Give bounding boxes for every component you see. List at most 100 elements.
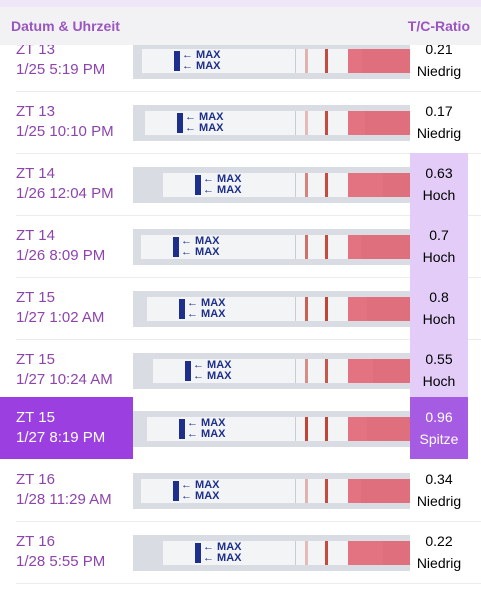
control-line bbox=[325, 173, 328, 197]
ratio-value: 0.8 bbox=[429, 289, 449, 305]
window-edge bbox=[295, 173, 296, 197]
ratio-level: Hoch bbox=[422, 373, 456, 389]
ratio-cell: 0.63 Hoch bbox=[410, 153, 468, 215]
max-text: ← MAX bbox=[187, 308, 226, 320]
result-row[interactable]: ZT 16 1/28 5:55 PM ← MAX ← MAX 0.22 Niedrig bbox=[0, 521, 481, 583]
cycle-day-label: ZT 15 bbox=[16, 289, 55, 306]
window-edge bbox=[295, 479, 296, 503]
result-row[interactable]: ZT 15 1/27 8:19 PM ← MAX ← MAX 0.96 Spitze bbox=[0, 397, 481, 459]
max-text: ← MAX bbox=[181, 235, 220, 247]
ratio-cell: 0.17 Niedrig bbox=[410, 91, 468, 153]
max-text: ← MAX bbox=[181, 479, 220, 491]
max-label: ← MAX ← MAX bbox=[187, 418, 247, 440]
strip-sample-pad bbox=[348, 235, 410, 259]
ratio-cell: 0.7 Hoch bbox=[410, 215, 468, 277]
strip-blue-marker bbox=[177, 113, 183, 133]
ratio-cell: 0.8 Hoch bbox=[410, 277, 468, 339]
row-datetime[interactable]: ZT 13 1/25 5:19 PM bbox=[0, 29, 133, 91]
result-row[interactable]: ZT 14 1/26 8:09 PM ← MAX ← MAX 0.7 Hoch bbox=[0, 215, 481, 277]
strip-graphic bbox=[133, 411, 410, 447]
result-row[interactable]: ZT 13 1/25 10:10 PM ← MAX ← MAX 0.17 Niedrig bbox=[0, 91, 481, 153]
window-edge bbox=[295, 49, 296, 73]
date-time-label: 1/25 5:19 PM bbox=[16, 61, 106, 78]
test-strip-image[interactable]: ← MAX ← MAX bbox=[133, 229, 410, 265]
test-line bbox=[305, 541, 308, 565]
max-label: ← MAX ← MAX bbox=[187, 298, 247, 320]
test-line bbox=[305, 173, 308, 197]
test-strip-image[interactable]: ← MAX ← MAX bbox=[133, 291, 410, 327]
test-strip-image[interactable]: ← MAX ← MAX bbox=[133, 105, 410, 141]
result-row[interactable]: ZT 16 1/28 11:29 AM ← MAX ← MAX 0.34 Niedrig bbox=[0, 459, 481, 521]
test-strip-image[interactable]: ← MAX ← MAX bbox=[133, 353, 410, 389]
control-line bbox=[325, 49, 328, 73]
row-datetime[interactable]: ZT 15 1/27 1:02 AM bbox=[0, 277, 133, 339]
strip-blue-marker bbox=[185, 361, 191, 381]
control-line bbox=[325, 479, 328, 503]
ratio-level: Niedrig bbox=[416, 63, 462, 79]
max-text: ← MAX bbox=[203, 173, 242, 185]
date-time-label: 1/25 10:10 PM bbox=[16, 123, 114, 140]
ratio-level: Hoch bbox=[422, 311, 456, 327]
row-datetime[interactable]: ZT 14 1/26 12:04 PM bbox=[0, 153, 133, 215]
max-text: ← MAX bbox=[181, 246, 220, 258]
max-label: ← MAX ← MAX bbox=[185, 112, 245, 134]
row-separator bbox=[16, 583, 481, 584]
test-strip-image[interactable]: ← MAX ← MAX bbox=[133, 43, 410, 79]
strip-graphic bbox=[133, 535, 410, 571]
ratio-level: Niedrig bbox=[416, 125, 462, 141]
strip-graphic bbox=[133, 167, 410, 203]
control-line bbox=[325, 541, 328, 565]
window-edge bbox=[295, 359, 296, 383]
strip-blue-marker bbox=[195, 543, 201, 563]
ratio-level: Niedrig bbox=[416, 493, 462, 509]
result-row[interactable]: ZT 15 1/27 1:02 AM ← MAX ← MAX 0.8 Hoch bbox=[0, 277, 481, 339]
test-line bbox=[305, 49, 308, 73]
result-row[interactable]: ZT 13 1/25 5:19 PM ← MAX ← MAX 0.21 Niedrig bbox=[0, 29, 481, 91]
ratio-value: 0.63 bbox=[425, 165, 453, 181]
control-line bbox=[325, 417, 328, 441]
date-time-label: 1/28 11:29 AM bbox=[16, 491, 112, 508]
result-row[interactable]: ZT 14 1/26 12:04 PM ← MAX ← MAX 0.63 Hoch bbox=[0, 153, 481, 215]
ratio-cell: 0.34 Niedrig bbox=[410, 459, 468, 521]
ratio-level: Hoch bbox=[422, 187, 456, 203]
test-strip-image[interactable]: ← MAX ← MAX bbox=[133, 167, 410, 203]
ratio-value: 0.55 bbox=[425, 351, 453, 367]
row-datetime[interactable]: ZT 15 1/27 8:19 PM bbox=[0, 397, 133, 459]
ratio-cell: 0.21 Niedrig bbox=[410, 29, 468, 91]
row-datetime[interactable]: ZT 16 1/28 11:29 AM bbox=[0, 459, 133, 521]
window-edge bbox=[295, 297, 296, 321]
test-strip-image[interactable]: ← MAX ← MAX bbox=[133, 535, 410, 571]
max-text: ← MAX bbox=[185, 111, 224, 123]
cycle-day-label: ZT 13 bbox=[16, 41, 55, 58]
test-line bbox=[305, 417, 308, 441]
ratio-level: Hoch bbox=[422, 249, 456, 265]
strip-sample-pad bbox=[348, 297, 410, 321]
max-label: ← MAX ← MAX bbox=[181, 480, 241, 502]
ratio-cell: 0.55 Hoch bbox=[410, 339, 468, 401]
ratio-value: 0.34 bbox=[425, 471, 453, 487]
test-strip-image[interactable]: ← MAX ← MAX bbox=[133, 411, 410, 447]
row-datetime[interactable]: ZT 14 1/26 8:09 PM bbox=[0, 215, 133, 277]
test-strip-image[interactable]: ← MAX ← MAX bbox=[133, 473, 410, 509]
result-row[interactable]: ZT 15 1/27 10:24 AM ← MAX ← MAX 0.55 Hoch bbox=[0, 339, 481, 401]
row-datetime[interactable]: ZT 16 1/28 5:55 PM bbox=[0, 521, 133, 583]
window-edge bbox=[295, 541, 296, 565]
row-datetime[interactable]: ZT 15 1/27 10:24 AM bbox=[0, 339, 133, 401]
strip-blue-marker bbox=[173, 481, 179, 501]
strip-graphic bbox=[133, 105, 410, 141]
test-line bbox=[305, 479, 308, 503]
ratio-cell: 0.22 Niedrig bbox=[410, 521, 468, 583]
strip-graphic bbox=[133, 229, 410, 265]
cycle-day-label: ZT 16 bbox=[16, 471, 55, 488]
date-time-label: 1/26 8:09 PM bbox=[16, 247, 106, 264]
strip-sample-pad bbox=[348, 541, 410, 565]
row-datetime[interactable]: ZT 13 1/25 10:10 PM bbox=[0, 91, 133, 153]
strip-graphic bbox=[133, 291, 410, 327]
ratio-value: 0.22 bbox=[425, 533, 453, 549]
max-text: ← MAX bbox=[187, 297, 226, 309]
control-line bbox=[325, 111, 328, 135]
list-header: Datum & Uhrzeit T/C-Ratio bbox=[0, 7, 481, 45]
control-line bbox=[325, 297, 328, 321]
test-line bbox=[305, 235, 308, 259]
